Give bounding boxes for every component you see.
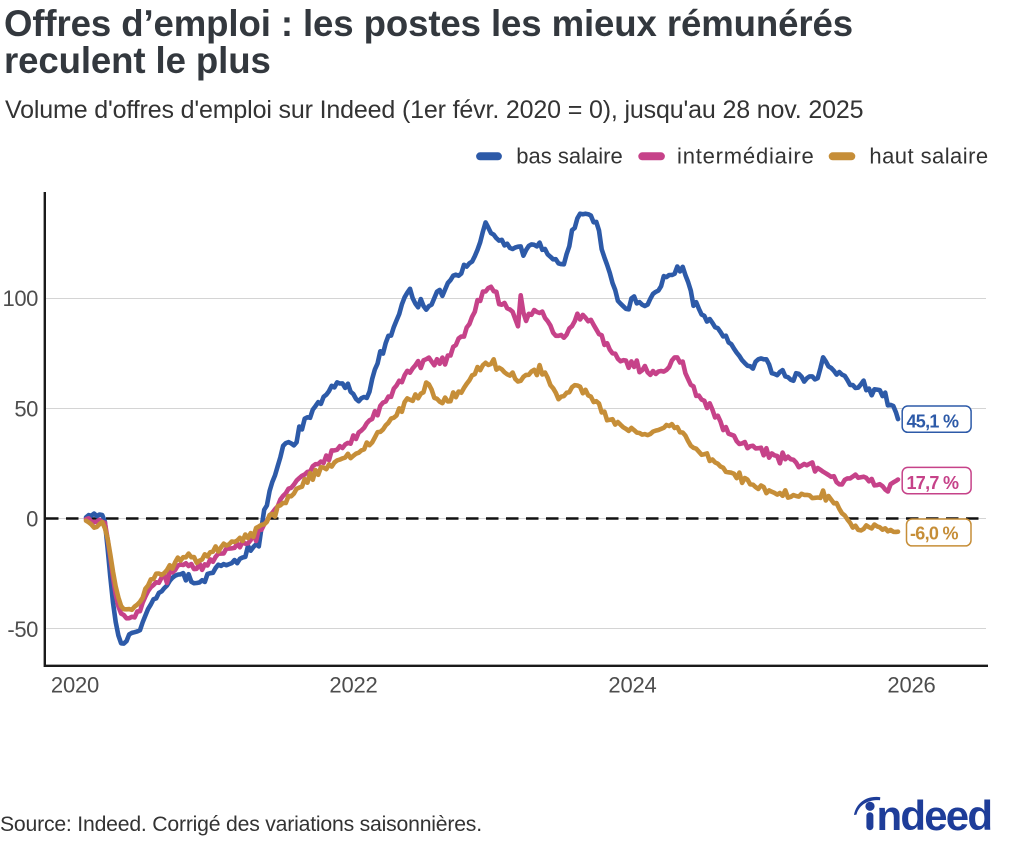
svg-text:2026: 2026: [887, 672, 935, 697]
svg-text:intermédiaire: intermédiaire: [677, 144, 815, 169]
svg-text:2024: 2024: [608, 672, 656, 697]
svg-text:0: 0: [26, 507, 38, 532]
svg-text:45,1 %: 45,1 %: [907, 412, 960, 432]
svg-text:100: 100: [2, 286, 38, 311]
svg-text:haut salaire: haut salaire: [869, 144, 988, 169]
svg-text:bas salaire: bas salaire: [516, 144, 622, 169]
svg-text:-50: -50: [7, 617, 38, 642]
svg-text:17,7 %: 17,7 %: [907, 473, 960, 493]
svg-text:50: 50: [14, 396, 38, 421]
svg-text:2022: 2022: [329, 672, 377, 697]
svg-text:-6,0 %: -6,0 %: [910, 524, 959, 544]
svg-text:2020: 2020: [51, 672, 99, 697]
svg-text:ndeed: ndeed: [877, 792, 992, 839]
